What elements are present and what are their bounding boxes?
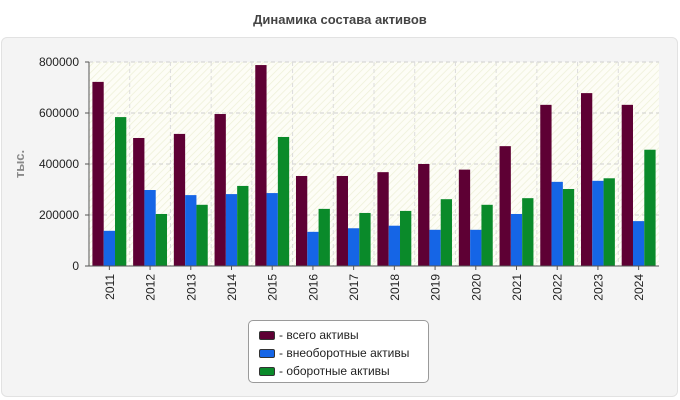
x-tick-label: 2011 bbox=[103, 274, 117, 300]
x-tick-label: 2020 bbox=[469, 274, 483, 301]
tick-labels: 0 200000 400000 600000 800000 2011 2012 2013 201… bbox=[39, 55, 646, 301]
bar-2018-s0 bbox=[377, 172, 389, 266]
bar-2013-s0 bbox=[173, 133, 186, 266]
bar-2016-s1 bbox=[307, 231, 319, 266]
bar-2023-s0 bbox=[580, 93, 593, 266]
x-tick-label: 2014 bbox=[225, 274, 239, 301]
bar-2019-s2 bbox=[440, 199, 453, 266]
bar-2017-s0 bbox=[336, 175, 348, 266]
bar-2011-s2 bbox=[115, 117, 127, 266]
legend-label: - оборотные активы bbox=[279, 364, 390, 378]
bar-2018-s2 bbox=[400, 210, 412, 266]
axes bbox=[85, 61, 659, 270]
y-tick-label: 0 bbox=[72, 259, 79, 273]
y-tick-label: 200000 bbox=[39, 208, 79, 222]
bar-2021-s1 bbox=[510, 213, 523, 266]
bar-2016-s2 bbox=[318, 208, 330, 266]
y-tick-label: 800000 bbox=[39, 55, 79, 69]
bar-2012-s0 bbox=[133, 137, 145, 266]
x-tick-label: 2015 bbox=[266, 274, 280, 301]
bar-2024-s0 bbox=[621, 104, 633, 266]
legend-item: - всего активы bbox=[259, 326, 428, 344]
legend-label: - внеоборотные активы bbox=[279, 346, 410, 360]
x-tick-label: 2024 bbox=[632, 274, 646, 301]
bar-2024-s1 bbox=[632, 221, 645, 266]
bar-2015-s0 bbox=[255, 65, 267, 266]
bar-2018-s1 bbox=[388, 225, 401, 266]
bar-2011-s0 bbox=[92, 81, 104, 266]
bar-2017-s1 bbox=[347, 228, 360, 266]
y-axis-label: тыс. bbox=[12, 150, 27, 178]
x-tick-label: 2021 bbox=[510, 274, 524, 301]
bar-2012-s1 bbox=[144, 190, 156, 266]
chart-title: Динамика состава активов bbox=[253, 12, 427, 27]
bar-2024-s2 bbox=[644, 149, 656, 266]
bar-2014-s2 bbox=[237, 185, 249, 266]
bar-2020-s2 bbox=[481, 204, 493, 266]
bar-2019-s1 bbox=[429, 229, 441, 266]
bar-2014-s1 bbox=[225, 194, 238, 266]
bar-2011-s1 bbox=[103, 230, 116, 266]
bar-2022-s2 bbox=[562, 188, 575, 266]
bar-2013-s1 bbox=[185, 195, 197, 266]
bar-2022-s1 bbox=[551, 181, 563, 266]
bar-2022-s0 bbox=[540, 104, 552, 266]
bar-2021-s2 bbox=[522, 198, 534, 266]
legend: - всего активы - внеоборотные активы - обо… bbox=[248, 320, 429, 383]
x-tick-label: 2022 bbox=[551, 274, 565, 301]
bar-2020-s1 bbox=[470, 229, 482, 266]
bar-2023-s1 bbox=[592, 180, 604, 266]
bar-2023-s2 bbox=[603, 178, 615, 266]
bars bbox=[92, 65, 656, 267]
bar-2013-s2 bbox=[196, 204, 208, 266]
y-tick-label: 400000 bbox=[39, 157, 79, 171]
bar-2015-s2 bbox=[277, 136, 290, 266]
y-tick-label: 600000 bbox=[39, 106, 79, 120]
legend-swatch bbox=[259, 348, 275, 358]
x-tick-label: 2013 bbox=[184, 274, 198, 301]
bar-2021-s0 bbox=[499, 146, 511, 266]
x-tick-label: 2019 bbox=[429, 274, 443, 301]
x-tick-label: 2017 bbox=[347, 274, 361, 301]
bar-2015-s1 bbox=[266, 193, 278, 266]
x-tick-label: 2012 bbox=[144, 274, 158, 301]
x-tick-label: 2016 bbox=[306, 274, 320, 301]
bar-2017-s2 bbox=[359, 212, 371, 266]
bar-2014-s0 bbox=[214, 114, 226, 267]
bar-2012-s2 bbox=[155, 213, 168, 266]
legend-item: - оборотные активы bbox=[259, 362, 428, 380]
bar-2016-s0 bbox=[295, 175, 308, 266]
bar-2019-s0 bbox=[418, 164, 430, 266]
legend-item: - внеоборотные активы bbox=[259, 344, 428, 362]
legend-swatch bbox=[259, 330, 275, 340]
legend-swatch bbox=[259, 366, 275, 376]
x-tick-label: 2018 bbox=[388, 274, 402, 301]
legend-label: - всего активы bbox=[279, 328, 359, 342]
bar-2020-s0 bbox=[458, 169, 471, 266]
x-tick-label: 2023 bbox=[591, 274, 605, 301]
